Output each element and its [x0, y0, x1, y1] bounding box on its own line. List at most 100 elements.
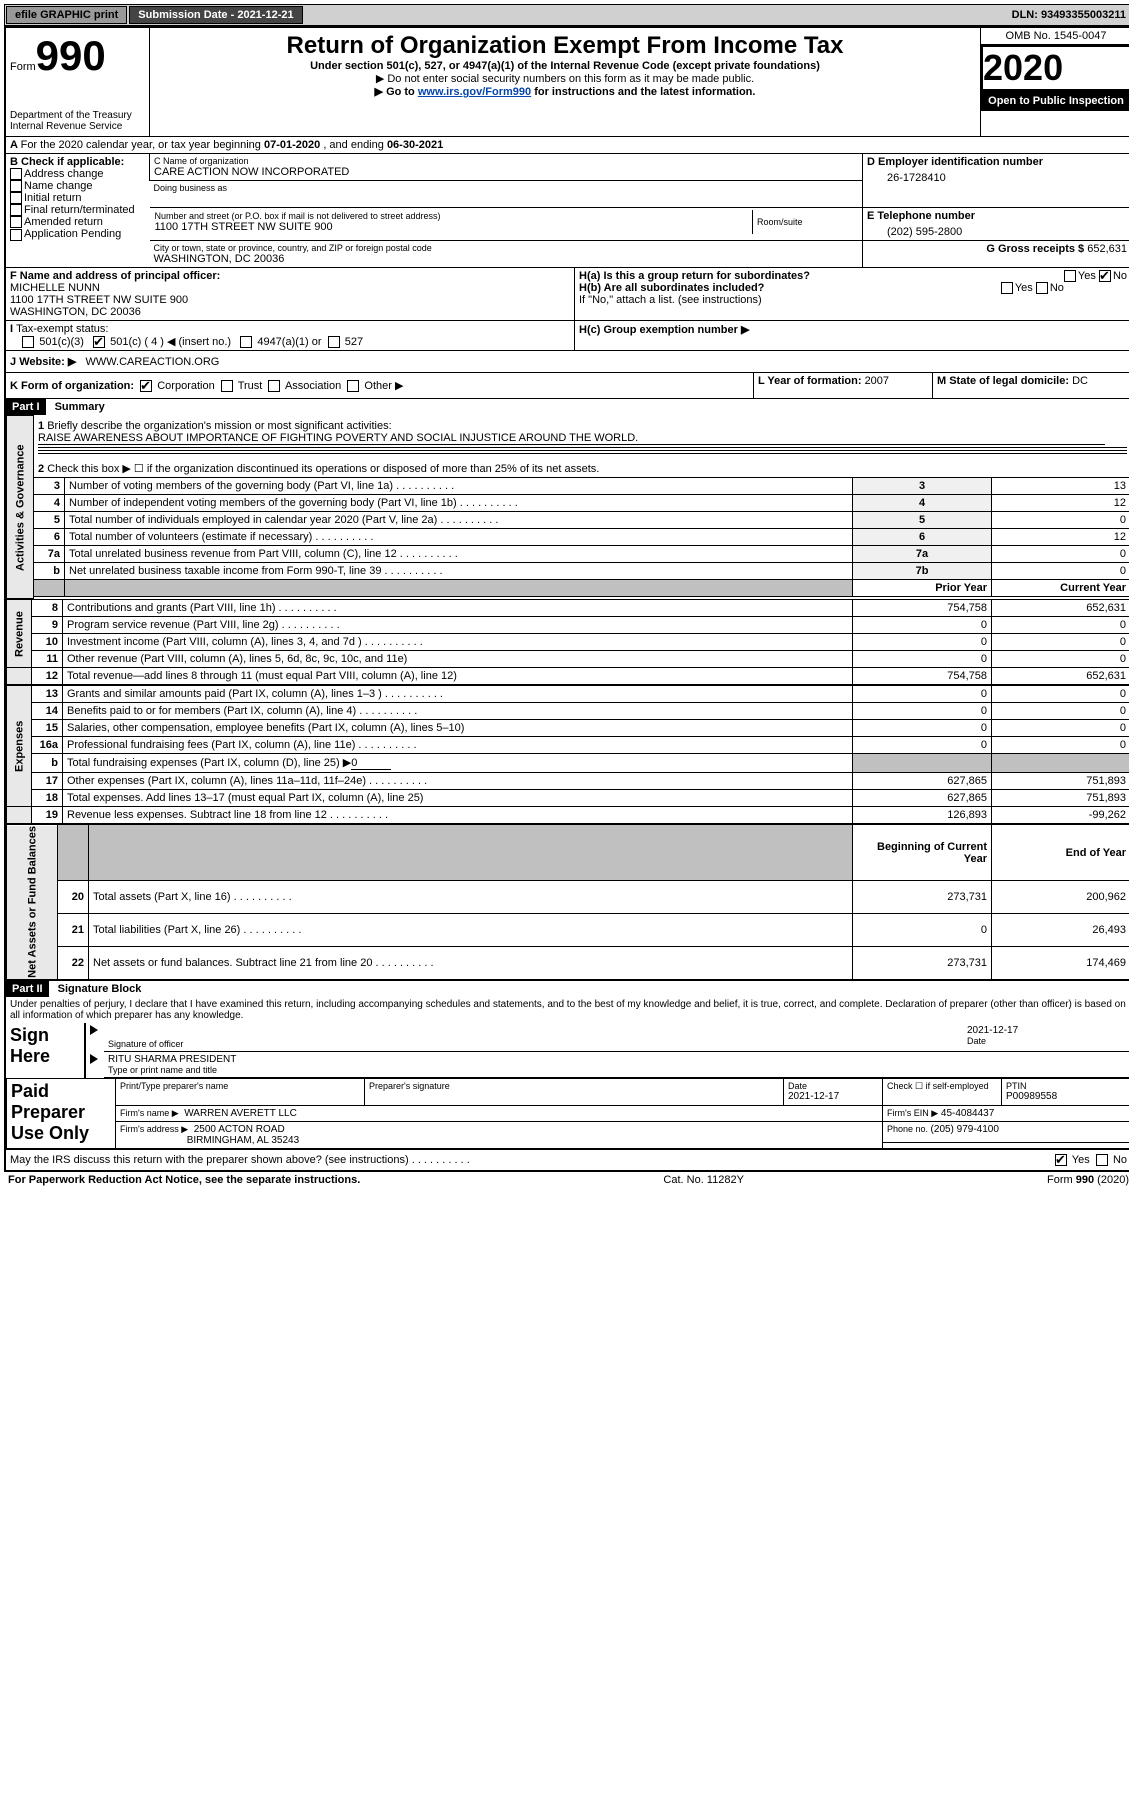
chk-501c3[interactable] — [22, 336, 34, 348]
p20: 273,731 — [853, 881, 992, 914]
chk-corporation[interactable] — [140, 380, 152, 392]
state-domicile-value: DC — [1072, 375, 1088, 387]
chk-amended-return[interactable] — [10, 216, 22, 228]
p10: 0 — [853, 634, 992, 651]
p14: 0 — [853, 703, 992, 720]
chk-trust[interactable] — [221, 380, 233, 392]
row-8: 8Contributions and grants (Part VIII, li… — [7, 600, 1129, 617]
n3: 3 — [34, 477, 65, 494]
gross-receipts-value: 652,631 — [1087, 243, 1127, 255]
chk-association[interactable] — [268, 380, 280, 392]
row-18: 18Total expenses. Add lines 13–17 (must … — [7, 790, 1129, 807]
row-19: 19Revenue less expenses. Subtract line 1… — [7, 807, 1129, 824]
chk-application-pending[interactable] — [10, 229, 22, 241]
chk-name-change[interactable] — [10, 180, 22, 192]
chk-ha-no[interactable] — [1099, 270, 1111, 282]
instruction-2: ▶ Go to www.irs.gov/Form990 for instruct… — [154, 85, 976, 98]
prep-sig-label: Preparer's signature — [369, 1081, 779, 1091]
n21: 21 — [58, 914, 89, 947]
opt-name-change: Name change — [24, 180, 93, 192]
row-20: 20Total assets (Part X, line 16)273,7312… — [7, 881, 1129, 914]
d4: Number of independent voting members of … — [65, 494, 853, 511]
chk-discuss-yes[interactable] — [1055, 1154, 1067, 1166]
n15: 15 — [32, 720, 63, 737]
p17: 627,865 — [853, 773, 992, 790]
cv14: 0 — [992, 703, 1129, 720]
cv18: 751,893 — [992, 790, 1129, 807]
phone-value: (202) 595-2800 — [867, 222, 1127, 238]
ein-label: D Employer identification number — [867, 156, 1127, 168]
firm-addr2: BIRMINGHAM, AL 35243 — [187, 1135, 299, 1146]
firm-addr-label: Firm's address ▶ — [120, 1124, 188, 1134]
ha-yes: Yes — [1078, 270, 1096, 282]
firm-ein-value: 45-4084437 — [941, 1108, 994, 1119]
chk-initial-return[interactable] — [10, 192, 22, 204]
cat-no: Cat. No. 11282Y — [663, 1174, 744, 1186]
opt-address-change: Address change — [24, 168, 104, 180]
officer-print-name: RITU SHARMA PRESIDENT — [108, 1054, 1127, 1065]
v6: 12 — [992, 528, 1129, 545]
row-6: 6Total number of volunteers (estimate if… — [7, 528, 1129, 545]
c4: 4 — [853, 494, 992, 511]
v3: 13 — [992, 477, 1129, 494]
section-b-label: B Check if applicable: — [10, 156, 145, 168]
instr2-post: for instructions and the latest informat… — [531, 86, 755, 98]
line2-text: Check this box ▶ ☐ if the organization d… — [47, 463, 599, 475]
officer-type-label: Type or print name and title — [108, 1065, 1127, 1075]
d15: Salaries, other compensation, employee b… — [63, 720, 853, 737]
org-name-label: C Name of organization — [154, 156, 858, 166]
v5: 0 — [992, 511, 1129, 528]
chk-hb-no[interactable] — [1036, 282, 1048, 294]
prep-name-label: Print/Type preparer's name — [120, 1081, 360, 1091]
chk-ha-yes[interactable] — [1064, 270, 1076, 282]
chk-527[interactable] — [328, 336, 340, 348]
part2-header: Part II — [6, 981, 49, 997]
chk-address-change[interactable] — [10, 168, 22, 180]
d9: Program service revenue (Part VIII, line… — [63, 617, 853, 634]
year-formation-label: L Year of formation: — [758, 375, 865, 387]
cv17: 751,893 — [992, 773, 1129, 790]
firm-name-value: WARREN AVERETT LLC — [184, 1108, 297, 1119]
opt-initial-return: Initial return — [24, 192, 81, 204]
row-22: 22Net assets or fund balances. Subtract … — [7, 947, 1129, 980]
col-begin-year: Beginning of Current Year — [853, 825, 992, 881]
officer-addr2: WASHINGTON, DC 20036 — [10, 306, 570, 318]
sign-here-label: Sign Here — [10, 1025, 80, 1067]
chk-hb-yes[interactable] — [1001, 282, 1013, 294]
col-prior-year: Prior Year — [853, 579, 992, 596]
chk-4947[interactable] — [240, 336, 252, 348]
officer-addr1: 1100 17TH STREET NW SUITE 900 — [10, 294, 570, 306]
efile-button[interactable]: efile GRAPHIC print — [6, 6, 127, 24]
chk-501c[interactable] — [93, 336, 105, 348]
n13: 13 — [32, 686, 63, 703]
hb-note: If "No," attach a list. (see instruction… — [579, 294, 1127, 306]
row-4: 4Number of independent voting members of… — [7, 494, 1129, 511]
d10: Investment income (Part VIII, column (A)… — [63, 634, 853, 651]
dba-label: Doing business as — [154, 183, 859, 193]
d16a: Professional fundraising fees (Part IX, … — [63, 737, 853, 754]
opt-amended-return: Amended return — [24, 216, 103, 228]
d8: Contributions and grants (Part VIII, lin… — [63, 600, 853, 617]
cv15: 0 — [992, 720, 1129, 737]
p21: 0 — [853, 914, 992, 947]
row-3: 3Number of voting members of the governi… — [7, 477, 1129, 494]
ptin-value: P00989558 — [1006, 1091, 1126, 1102]
n8: 8 — [32, 600, 63, 617]
firm-name-label: Firm's name ▶ — [120, 1108, 179, 1118]
form990-link[interactable]: www.irs.gov/Form990 — [418, 86, 531, 98]
year-formation-value: 2007 — [865, 375, 889, 387]
hb-yes: Yes — [1015, 282, 1033, 294]
n19: 19 — [32, 807, 63, 824]
p22: 273,731 — [853, 947, 992, 980]
n16a: 16a — [32, 737, 63, 754]
form-title: Return of Organization Exempt From Incom… — [154, 32, 976, 60]
n4: 4 — [34, 494, 65, 511]
discuss-text: May the IRS discuss this return with the… — [10, 1154, 409, 1166]
chk-discuss-no[interactable] — [1096, 1154, 1108, 1166]
row-5: 5Total number of individuals employed in… — [7, 511, 1129, 528]
chk-other[interactable] — [347, 380, 359, 392]
chk-final-return[interactable] — [10, 204, 22, 216]
d21: Total liabilities (Part X, line 26) — [89, 914, 853, 947]
c5: 5 — [853, 511, 992, 528]
v7b: 0 — [992, 562, 1129, 579]
